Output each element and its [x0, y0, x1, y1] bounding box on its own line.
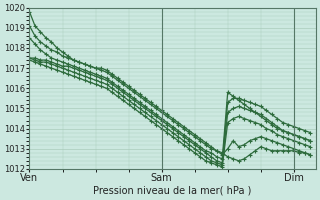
X-axis label: Pression niveau de la mer( hPa ): Pression niveau de la mer( hPa ) — [93, 186, 252, 196]
